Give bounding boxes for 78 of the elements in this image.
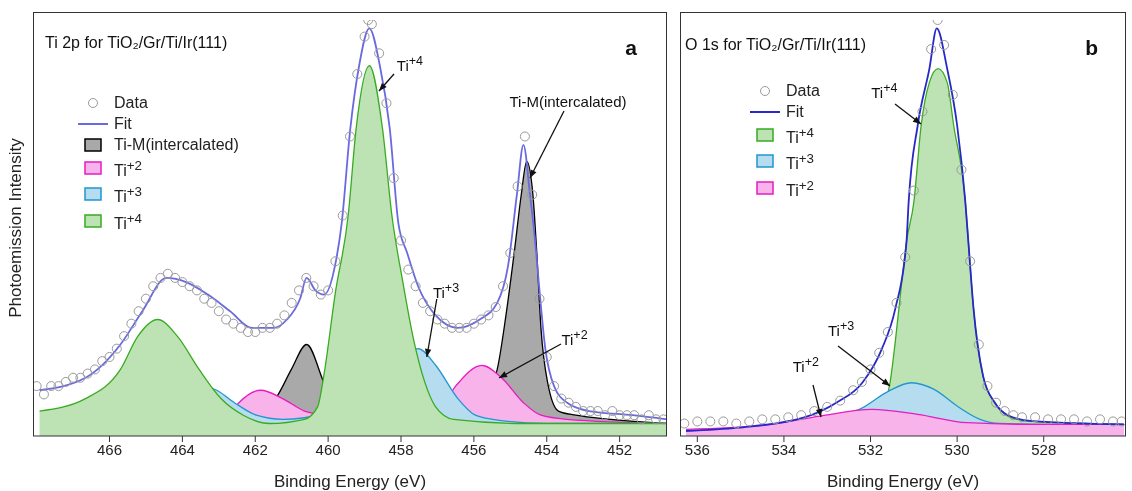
point [999, 406, 1010, 417]
x-axis-title: Binding Energy (eV) [273, 472, 427, 491]
point [973, 339, 984, 350]
point [848, 385, 859, 396]
point [783, 412, 794, 423]
x-tick-label: 452 [607, 440, 633, 458]
x-tick-label: 454 [534, 440, 560, 458]
point [1056, 414, 1067, 425]
point [917, 106, 928, 117]
point [991, 397, 1002, 408]
point [939, 39, 950, 50]
x-tick-label: 536 [684, 440, 710, 458]
point [874, 347, 885, 358]
point [1043, 414, 1054, 425]
point [822, 401, 833, 412]
annotation: Ti$^{+3}$ [828, 319, 855, 340]
annotation: Ti$^{+2}$ [561, 327, 588, 348]
point [1082, 416, 1093, 427]
point [835, 395, 846, 406]
point [947, 89, 958, 100]
annotation: Ti$^{+4}$ [396, 53, 423, 74]
point [891, 297, 902, 308]
annotation: Ti-M(intercalated) [509, 93, 627, 111]
point [1108, 416, 1119, 427]
legend-label: Fit [786, 102, 804, 122]
legend-label: Ti$^{+3}$ [786, 150, 814, 175]
x-tick-label: 534 [771, 440, 797, 458]
x-tick-label: 456 [461, 440, 487, 458]
legend-label: Ti$^{+2}$ [114, 157, 142, 182]
point [757, 414, 768, 425]
point [796, 410, 807, 421]
legend-label: Ti-M(intercalated) [114, 135, 239, 155]
legend-label: Data [786, 81, 820, 101]
point [908, 185, 919, 196]
point [1017, 412, 1028, 423]
point [809, 406, 820, 417]
point [705, 416, 716, 427]
x-axis-title: Binding Energy (eV) [826, 472, 980, 491]
legend-label: Ti$^{+2}$ [786, 176, 814, 201]
legend-label: Ti$^{+4}$ [114, 209, 142, 234]
point [1030, 412, 1041, 423]
point [865, 364, 876, 375]
x-tick-label: 530 [944, 440, 970, 458]
annotation: Ti$^{+2}$ [792, 355, 819, 376]
legend-label: Ti$^{+4}$ [786, 124, 814, 149]
point [1069, 414, 1080, 425]
text: Ti 2p for TiO₂/Gr/Ti/Ir(111) [45, 34, 228, 52]
x-tick-label: 460 [315, 440, 341, 458]
point [731, 418, 742, 429]
point [926, 44, 937, 55]
legend-label: Fit [114, 114, 132, 134]
point [692, 416, 703, 427]
annotation: Ti$^{+4}$ [871, 81, 898, 101]
point [718, 416, 729, 427]
point [856, 376, 867, 387]
y-axis-title: Photoemission Intensity [6, 138, 26, 318]
x-tick-label: 532 [858, 440, 884, 458]
point [1095, 414, 1106, 425]
x-tick-label: 466 [97, 440, 123, 458]
point [744, 416, 755, 427]
point [882, 326, 893, 338]
point [680, 418, 690, 429]
point [956, 164, 967, 175]
x-tick-label: 462 [242, 440, 268, 458]
x-tick-label: 528 [1031, 440, 1057, 458]
legend-label: Data [114, 93, 148, 113]
point [900, 252, 911, 263]
point [982, 381, 993, 392]
annotation: a [625, 36, 637, 60]
point [1008, 410, 1019, 421]
text: O 1s for TiO₂/Gr/Ti/Ir(111) [685, 36, 867, 54]
point [770, 414, 781, 425]
point [965, 256, 976, 267]
annotation: b [1085, 36, 1098, 60]
annotation: Ti$^{+3}$ [432, 280, 460, 301]
legend-label: Ti$^{+3}$ [114, 183, 142, 208]
x-tick-label: 464 [169, 440, 195, 458]
x-tick-label: 458 [388, 440, 414, 458]
